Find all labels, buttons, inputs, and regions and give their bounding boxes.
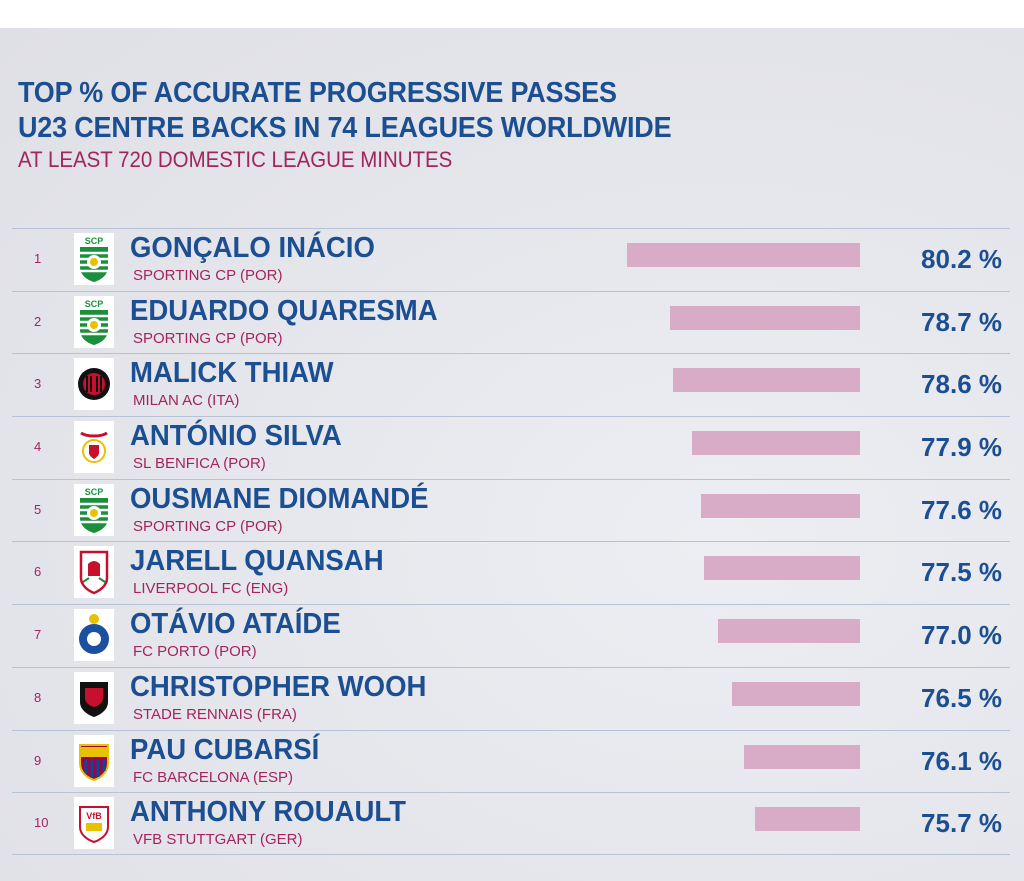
club-name: LIVERPOOL FC (ENG)	[133, 580, 289, 598]
rank-number: 5	[34, 501, 42, 517]
value-label: 77.9 %	[921, 432, 1002, 463]
value-label: 77.6 %	[921, 494, 1002, 525]
table-row: 7 OTÁVIO ATAÍDE FC PORTO (POR) 77.0 %	[12, 604, 1010, 667]
club-crest-icon	[74, 734, 114, 787]
value-label: 77.5 %	[921, 557, 1002, 588]
rank-number: 4	[34, 439, 42, 455]
value-bar	[732, 681, 860, 706]
rank-number: 8	[34, 689, 42, 705]
svg-text:VfB: VfB	[86, 811, 102, 821]
club-name: VFB STUTTGART (GER)	[133, 831, 303, 849]
club-name: MILAN AC (ITA)	[133, 392, 240, 410]
club-crest-icon	[74, 421, 114, 474]
value-label: 80.2 %	[921, 244, 1002, 274]
player-name: GONÇALO INÁCIO	[130, 232, 375, 264]
chart-title: TOP % OF ACCURATE PROGRESSIVE PASSES U23…	[18, 76, 672, 146]
table-row: 6 JARELL QUANSAH LIVERPOOL FC (ENG) 77.5…	[12, 541, 1010, 604]
player-name: ANTÓNIO SILVA	[130, 420, 342, 453]
value-label: 78.6 %	[921, 369, 1002, 400]
value-bar	[669, 305, 860, 330]
value-bar	[743, 744, 860, 769]
player-name: EDUARDO QUARESMA	[130, 294, 438, 327]
title-line-1: TOP % OF ACCURATE PROGRESSIVE PASSES	[18, 77, 617, 109]
club-name: SPORTING CP (POR)	[133, 329, 283, 347]
club-crest-icon	[74, 609, 114, 662]
svg-text:SCP: SCP	[85, 487, 104, 497]
value-label: 77.0 %	[921, 620, 1002, 651]
club-crest-icon: SCP	[74, 483, 114, 536]
value-label: 76.5 %	[921, 682, 1002, 713]
table-row: 1 SCP GONÇALO INÁCIO SPORTING CP (POR) 8…	[12, 228, 1010, 291]
svg-text:SCP: SCP	[85, 299, 104, 309]
player-name: CHRISTOPHER WOOH	[130, 670, 427, 703]
player-name: ANTHONY ROUAULT	[130, 796, 407, 829]
club-crest-icon	[74, 546, 114, 599]
value-bar	[692, 431, 860, 456]
rank-number: 7	[34, 627, 42, 643]
club-crest-icon: VfB	[74, 797, 114, 850]
value-label: 78.7 %	[921, 306, 1002, 337]
chart-subtitle: AT LEAST 720 DOMESTIC LEAGUE MINUTES	[18, 147, 453, 172]
svg-text:SCP: SCP	[85, 236, 104, 246]
rank-number: 3	[34, 376, 42, 392]
ranking-list: 1 SCP GONÇALO INÁCIO SPORTING CP (POR) 8…	[12, 228, 1010, 855]
club-name: SPORTING CP (POR)	[133, 267, 283, 284]
player-name: MALICK THIAW	[130, 357, 334, 390]
player-name: OTÁVIO ATAÍDE	[130, 608, 341, 641]
player-name: JARELL QUANSAH	[130, 545, 384, 578]
value-label: 75.7 %	[921, 808, 1002, 839]
value-bar	[718, 619, 860, 644]
club-name: FC PORTO (POR)	[133, 643, 257, 661]
table-row: 5 SCP OUSMANE DIOMANDÉ SPORTING CP (POR)…	[12, 478, 1010, 542]
club-crest-icon: SCP	[74, 233, 114, 285]
title-line-2: U23 CENTRE BACKS IN 74 LEAGUES WORLDWIDE	[18, 112, 672, 144]
club-name: SPORTING CP (POR)	[133, 517, 283, 535]
club-name: STADE RENNAIS (FRA)	[133, 705, 297, 723]
club-name: SL BENFICA (POR)	[133, 455, 266, 473]
rank-number: 10	[34, 815, 49, 831]
value-bar	[627, 243, 860, 267]
club-crest-icon	[74, 671, 114, 724]
table-row: 9 PAU CUBARSÍ FC BARCELONA (ESP) 76.1 %	[12, 729, 1010, 793]
club-crest-icon: SCP	[74, 295, 114, 348]
rank-number: 1	[34, 251, 42, 266]
table-row: 3 MALICK THIAW MILAN AC (ITA) 78.6 %	[12, 353, 1010, 416]
value-bar	[700, 493, 860, 518]
player-name: OUSMANE DIOMANDÉ	[130, 482, 429, 515]
player-name: PAU CUBARSÍ	[130, 733, 320, 766]
value-bar	[703, 556, 860, 581]
value-bar	[754, 807, 860, 832]
value-bar	[672, 368, 860, 393]
table-row: 8 CHRISTOPHER WOOH STADE RENNAIS (FRA) 7…	[12, 666, 1010, 730]
rank-number: 9	[34, 752, 42, 768]
value-label: 76.1 %	[921, 745, 1002, 776]
table-row: 2 SCP EDUARDO QUARESMA SPORTING CP (POR)…	[12, 290, 1010, 354]
rank-number: 6	[34, 564, 42, 580]
club-crest-icon	[74, 358, 114, 411]
table-row: 4 ANTÓNIO SILVA SL BENFICA (POR) 77.9 %	[12, 416, 1010, 479]
table-row: 10 VfB ANTHONY ROUAULT VFB STUTTGART (GE…	[12, 792, 1010, 855]
rank-number: 2	[34, 313, 42, 329]
club-name: FC BARCELONA (ESP)	[133, 768, 294, 786]
